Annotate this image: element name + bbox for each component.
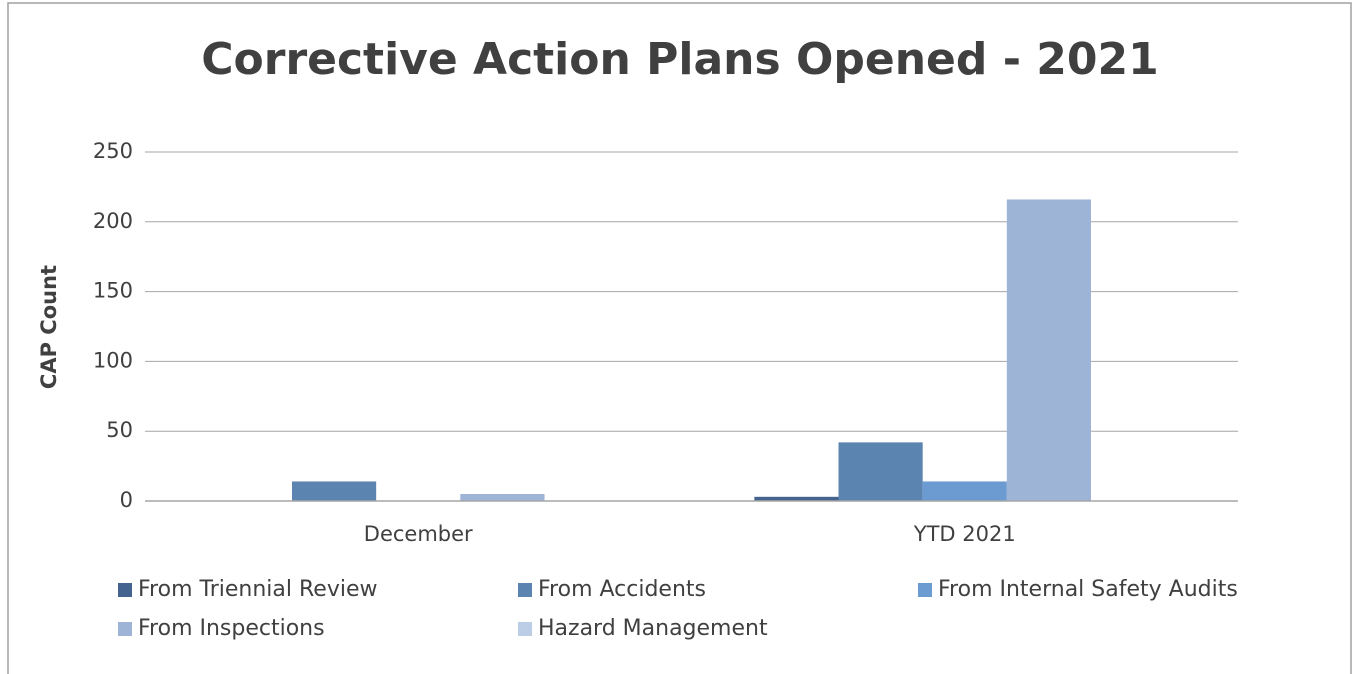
legend-swatch [118,583,132,597]
y-axis-label: CAP Count [37,265,61,389]
y-tick-label: 100 [93,348,133,372]
bar [460,494,545,501]
legend-swatch [118,622,132,636]
y-tick-label: 150 [93,279,133,303]
x-tick-label: December [364,522,473,546]
bar [292,481,377,501]
x-tick-label: YTD 2021 [913,522,1016,546]
y-tick-label: 200 [93,209,133,233]
legend-label: Hazard Management [538,616,768,641]
chart-title: Corrective Action Plans Opened - 2021 [201,34,1159,85]
legend-swatch [518,622,532,636]
legend-swatch [918,583,932,597]
legend-label: From Internal Safety Audits [938,577,1238,602]
legend-label: From Triennial Review [138,577,377,602]
chart-border [7,2,1352,674]
bar [754,496,839,501]
legend-swatch [518,583,532,597]
bar [922,481,1007,501]
y-tick-label: 0 [120,488,133,512]
legend-label: From Inspections [138,616,325,641]
bar [1006,199,1091,502]
bar [838,442,923,501]
y-tick-label: 50 [106,418,133,442]
legend-label: From Accidents [538,577,706,602]
y-tick-label: 250 [93,139,133,163]
